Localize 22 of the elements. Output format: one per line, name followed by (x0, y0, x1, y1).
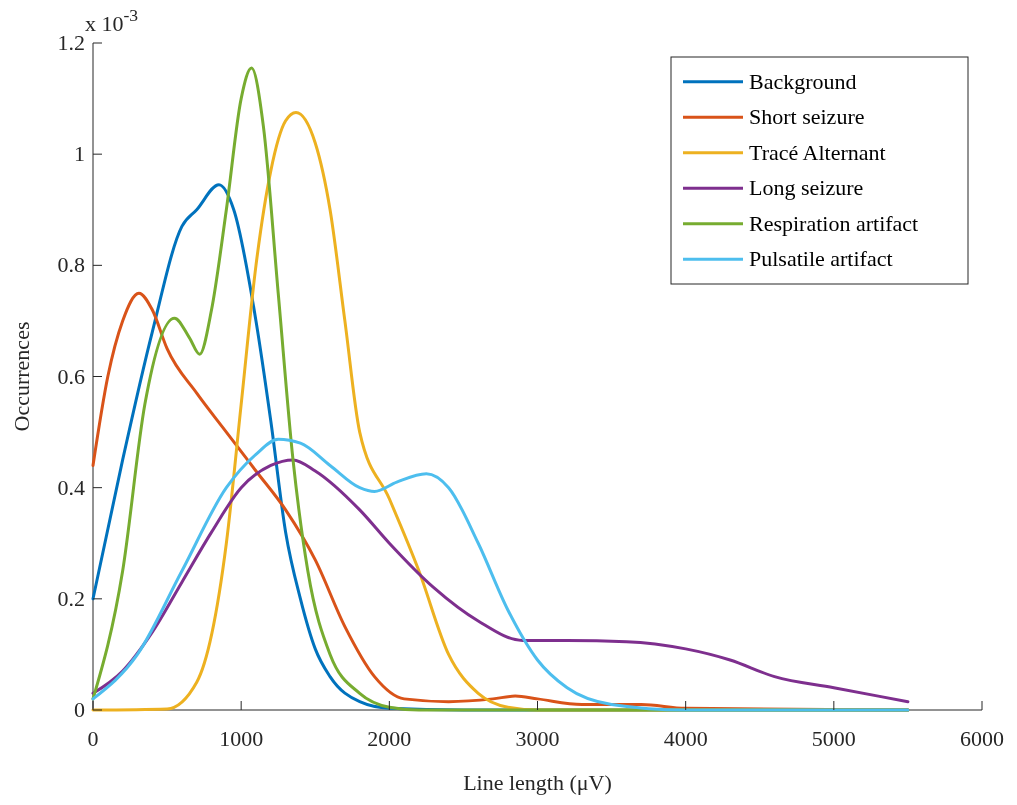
x-axis-title: Line length (μV) (463, 770, 612, 795)
x-tick-label: 1000 (219, 726, 264, 751)
legend-label: Short seizure (749, 104, 865, 130)
legend-label: Pulsatile artifact (749, 246, 893, 272)
y-axis-title: Occurrences (9, 321, 34, 432)
y-tick-label: 0 (74, 697, 85, 722)
y-tick-label: 0.8 (57, 252, 85, 278)
x-tick-label: 5000 (811, 726, 856, 751)
legend-label: Respiration artifact (749, 210, 919, 236)
y-tick-label: 1 (74, 141, 85, 167)
y-tick-label: 1.2 (57, 30, 85, 55)
x-tick-label: 2000 (367, 726, 412, 751)
text: x 10$^{-3}$ (85, 5, 139, 36)
y-tick-label: 0.2 (57, 585, 85, 611)
x-tick-label: 4000 (663, 726, 708, 751)
y-tick-label: 0.4 (57, 474, 85, 500)
legend-label: Long seizure (749, 175, 864, 201)
legend-label: Background (749, 68, 857, 94)
x-tick-label: 3000 (515, 726, 560, 751)
y-tick-label: 0.6 (57, 363, 85, 389)
x-tick-label: 6000 (960, 726, 1004, 751)
legend-label: Tracé Alternant (749, 139, 886, 165)
